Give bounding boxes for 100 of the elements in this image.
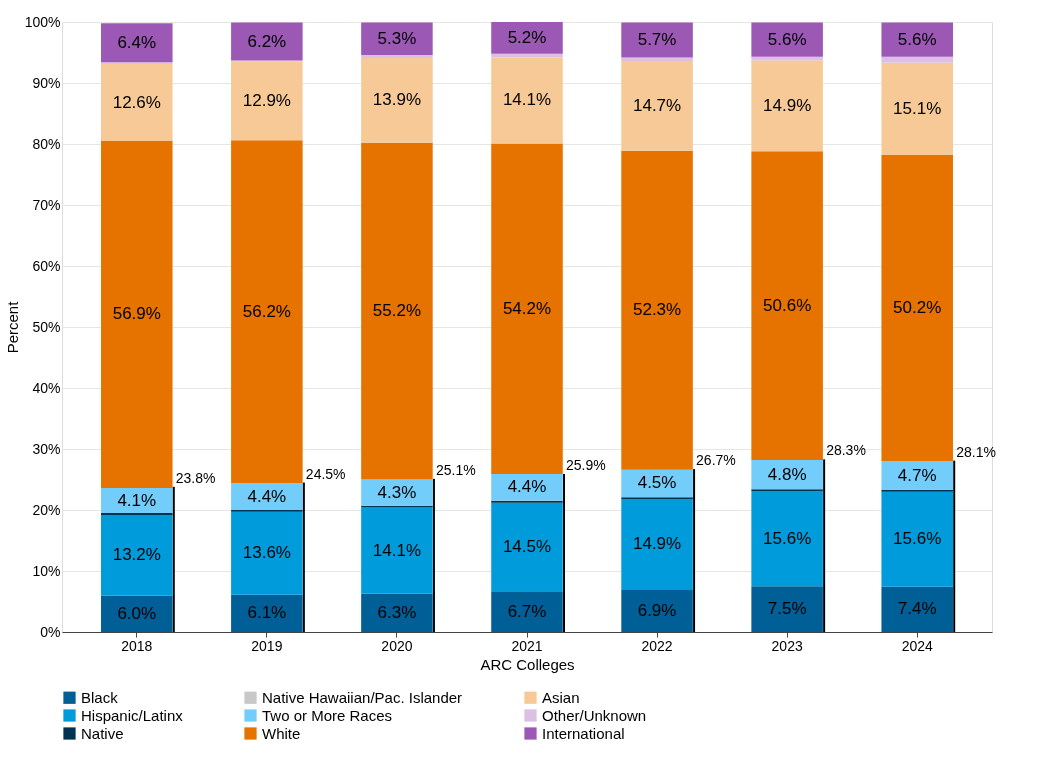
bar bbox=[621, 589, 693, 632]
x-tick-label: 2019 bbox=[251, 637, 283, 654]
bar bbox=[881, 22, 953, 57]
x-tick-label: 2020 bbox=[381, 637, 413, 654]
annotation: 28.3% bbox=[826, 442, 866, 459]
y-tick-label: 50% bbox=[32, 318, 61, 335]
data-label: 14.1% bbox=[372, 540, 422, 560]
annotation: 23.8% bbox=[175, 469, 216, 486]
bar bbox=[751, 60, 823, 152]
bar bbox=[881, 586, 953, 632]
data-label: 4.4% bbox=[507, 477, 547, 497]
y-tick-label: 0% bbox=[40, 623, 61, 640]
data-label: 12.9% bbox=[242, 91, 291, 110]
data-label: 4.8% bbox=[767, 464, 807, 484]
data-label: 5.2% bbox=[507, 27, 547, 47]
bar bbox=[361, 593, 433, 632]
bar bbox=[881, 491, 953, 587]
data-label: 5.7% bbox=[637, 30, 677, 49]
data-label: 4.4% bbox=[247, 486, 287, 506]
x-tick-label: 2023 bbox=[771, 637, 803, 654]
bar bbox=[231, 140, 303, 484]
data-label: 5.6% bbox=[897, 29, 937, 49]
y-tick-label: 40% bbox=[32, 379, 61, 396]
data-label: 15.1% bbox=[893, 98, 942, 118]
bar bbox=[361, 57, 433, 143]
data-label: 6.4% bbox=[117, 32, 157, 52]
data-label: 6.3% bbox=[377, 602, 417, 622]
annotation: 28.1% bbox=[956, 443, 996, 460]
bar bbox=[361, 54, 433, 58]
legend-label: Native Hawaiian/Pac. Islander bbox=[262, 688, 463, 706]
bar bbox=[621, 150, 693, 470]
bar bbox=[751, 586, 823, 632]
data-label: 14.5% bbox=[502, 536, 552, 556]
data-label: 14.9% bbox=[632, 534, 682, 554]
data-label: 55.2% bbox=[372, 301, 422, 321]
data-label: 14.7% bbox=[632, 95, 682, 115]
data-label: 4.7% bbox=[897, 465, 937, 485]
data-label: 15.6% bbox=[763, 528, 812, 548]
data-label: 6.9% bbox=[637, 600, 677, 620]
data-label: 5.6% bbox=[767, 29, 807, 49]
data-label: 14.1% bbox=[502, 90, 552, 110]
data-label: 4.5% bbox=[637, 473, 677, 493]
x-tick-label: 2021 bbox=[511, 637, 543, 654]
y-tick-label: 30% bbox=[32, 440, 61, 457]
annotation: 26.7% bbox=[696, 452, 736, 469]
data-label: 56.2% bbox=[242, 301, 291, 321]
bar bbox=[491, 143, 563, 475]
bar bbox=[491, 57, 563, 144]
annotation: 25.1% bbox=[435, 461, 476, 478]
y-tick-label: 60% bbox=[32, 257, 61, 274]
bar bbox=[101, 23, 173, 63]
data-label: 6.0% bbox=[117, 603, 157, 623]
data-label: 4.3% bbox=[377, 482, 417, 502]
bar bbox=[231, 594, 303, 632]
data-label: 7.5% bbox=[767, 599, 807, 619]
legend-label: Two or More Races bbox=[262, 706, 393, 724]
bar bbox=[881, 56, 953, 63]
data-label: 54.2% bbox=[502, 298, 552, 318]
data-label: 7.4% bbox=[897, 599, 937, 619]
data-label: 13.6% bbox=[242, 543, 291, 563]
data-label: 15.6% bbox=[893, 529, 942, 549]
bar bbox=[101, 64, 173, 141]
data-label: 12.6% bbox=[112, 92, 161, 112]
legend-label: International bbox=[542, 724, 625, 742]
x-tick-label: 2024 bbox=[901, 637, 933, 654]
data-label: 52.3% bbox=[632, 300, 682, 320]
y-tick-label: 100% bbox=[24, 13, 61, 30]
y-tick-label: 20% bbox=[32, 501, 61, 518]
bar bbox=[231, 61, 303, 141]
data-label: 50.2% bbox=[893, 298, 942, 318]
bar bbox=[621, 499, 693, 590]
legend-label: Other/Unknown bbox=[542, 706, 647, 724]
bar bbox=[491, 502, 563, 592]
x-tick-label: 2022 bbox=[641, 637, 673, 654]
bar bbox=[101, 140, 173, 489]
bar bbox=[361, 142, 433, 480]
bar bbox=[361, 507, 433, 594]
x-axis-title: ARC Colleges bbox=[480, 655, 575, 673]
legend-label: Native bbox=[81, 724, 124, 742]
data-label: 56.9% bbox=[112, 304, 161, 324]
bar bbox=[751, 151, 823, 460]
data-label: 14.9% bbox=[763, 95, 812, 115]
legend-label: White bbox=[262, 724, 301, 742]
legend-label: Hispanic/Latinx bbox=[81, 706, 184, 724]
bar bbox=[101, 514, 173, 596]
bar bbox=[491, 22, 563, 54]
bar bbox=[751, 491, 823, 587]
data-label: 6.1% bbox=[247, 603, 287, 623]
data-label: 13.2% bbox=[112, 545, 161, 565]
bar bbox=[751, 22, 823, 57]
bar bbox=[231, 511, 303, 595]
bar bbox=[101, 595, 173, 632]
y-axis-title: Percent bbox=[3, 300, 21, 354]
bar bbox=[621, 61, 693, 151]
annotation: 24.5% bbox=[305, 465, 346, 482]
bar bbox=[881, 461, 953, 490]
y-tick-label: 70% bbox=[32, 196, 61, 213]
data-label: 4.1% bbox=[117, 490, 157, 510]
legend-label: Asian bbox=[542, 688, 580, 706]
legend-label: Black bbox=[81, 688, 119, 706]
